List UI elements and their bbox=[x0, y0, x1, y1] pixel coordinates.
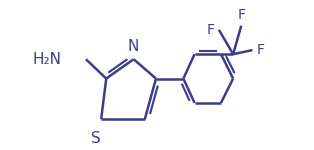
Text: N: N bbox=[128, 39, 139, 54]
Text: F: F bbox=[237, 8, 245, 22]
Text: H₂N: H₂N bbox=[33, 52, 62, 67]
Text: S: S bbox=[91, 131, 101, 146]
Text: F: F bbox=[207, 23, 215, 37]
Text: F: F bbox=[257, 43, 264, 57]
